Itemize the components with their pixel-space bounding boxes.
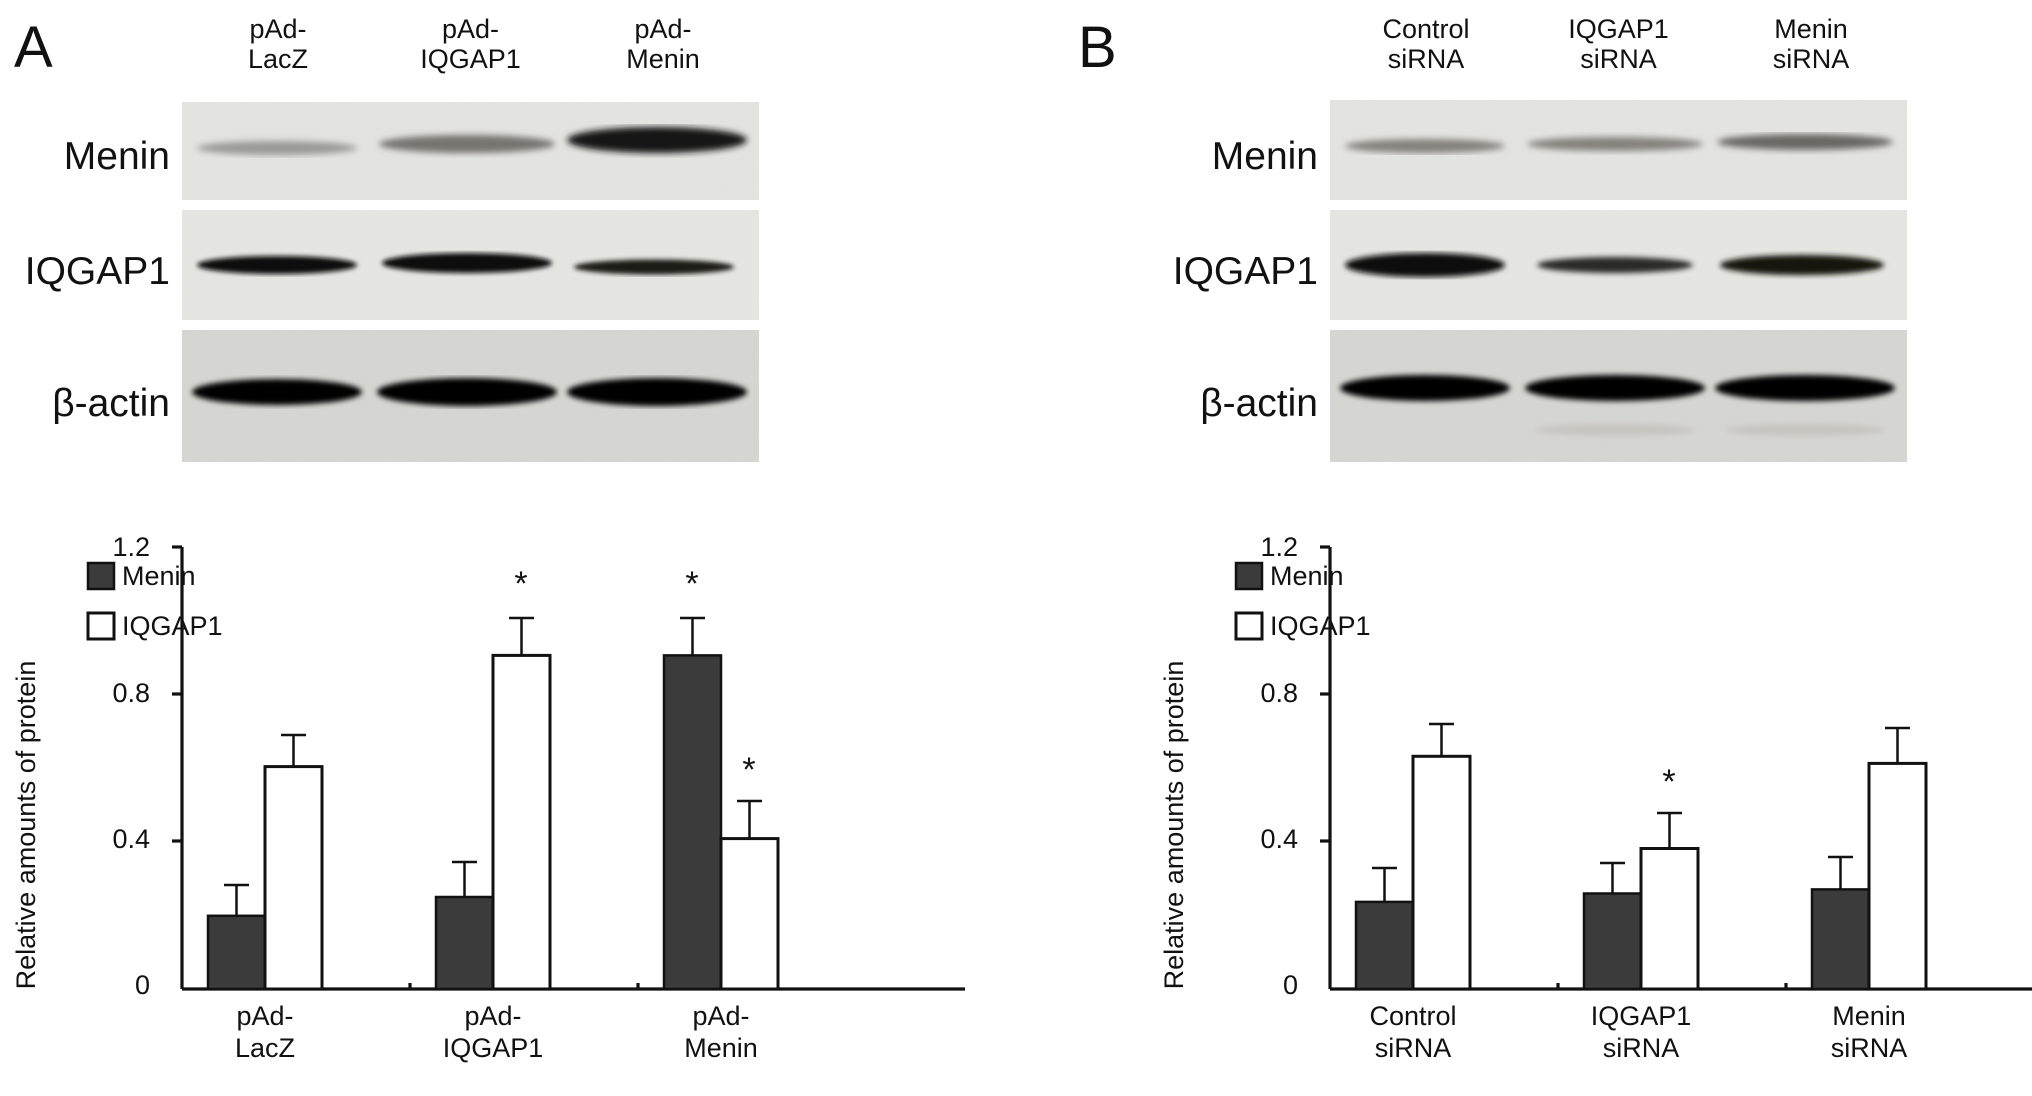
svg-text:0: 0 xyxy=(1283,970,1298,1000)
svg-text:*: * xyxy=(514,565,527,603)
svg-text:Menin: Menin xyxy=(1270,561,1344,591)
svg-text:Menin: Menin xyxy=(1832,1001,1906,1031)
svg-text:*: * xyxy=(742,751,755,789)
svg-text:1.2: 1.2 xyxy=(1260,532,1298,562)
svg-text:siRNA: siRNA xyxy=(1831,1033,1908,1063)
svg-text:Control: Control xyxy=(1369,1001,1456,1031)
svg-text:0: 0 xyxy=(135,970,150,1000)
svg-text:Relative amounts of protein: Relative amounts of protein xyxy=(11,661,41,990)
svg-text:IQGAP1: IQGAP1 xyxy=(1270,611,1371,641)
svg-text:IQGAP1: IQGAP1 xyxy=(1591,1001,1692,1031)
svg-text:siRNA: siRNA xyxy=(1375,1033,1452,1063)
svg-text:siRNA: siRNA xyxy=(1603,1033,1680,1063)
svg-text:Menin: Menin xyxy=(684,1033,758,1063)
svg-text:IQGAP1: IQGAP1 xyxy=(122,611,223,641)
svg-text:pAd-: pAd- xyxy=(464,1001,521,1031)
svg-text:0.4: 0.4 xyxy=(112,824,150,854)
svg-text:pAd-: pAd- xyxy=(236,1001,293,1031)
svg-text:pAd-: pAd- xyxy=(692,1001,749,1031)
svg-text:Menin: Menin xyxy=(122,561,196,591)
svg-text:IQGAP1: IQGAP1 xyxy=(443,1033,544,1063)
svg-text:*: * xyxy=(1662,763,1675,801)
svg-text:Relative amounts of protein: Relative amounts of protein xyxy=(1159,661,1189,990)
svg-text:0.4: 0.4 xyxy=(1260,824,1298,854)
svg-text:LacZ: LacZ xyxy=(235,1033,295,1063)
svg-text:*: * xyxy=(685,565,698,603)
svg-text:1.2: 1.2 xyxy=(112,532,150,562)
svg-text:0.8: 0.8 xyxy=(1260,678,1298,708)
svg-text:0.8: 0.8 xyxy=(112,678,150,708)
